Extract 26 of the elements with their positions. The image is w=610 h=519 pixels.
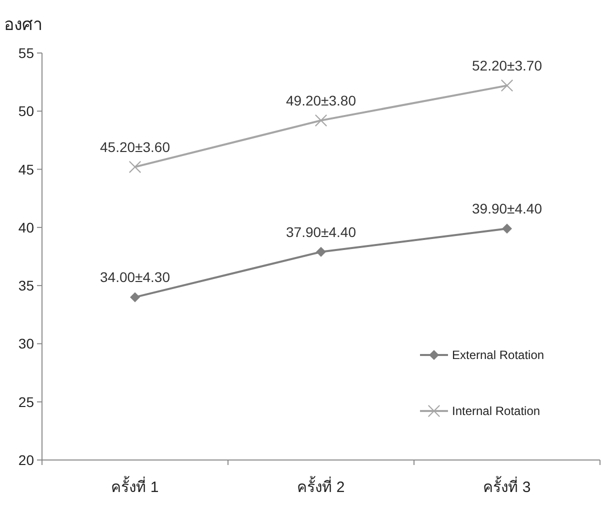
y-tick-label: 50 bbox=[18, 103, 34, 120]
point bbox=[315, 114, 327, 126]
y-tick-label: 45 bbox=[18, 161, 34, 178]
x-tick-label: ครั้งที่ 1 bbox=[111, 476, 159, 496]
data-label: 49.20±3.80 bbox=[286, 92, 356, 108]
data-label: 45.20±3.60 bbox=[100, 138, 170, 155]
y-tick-label: 35 bbox=[18, 278, 34, 294]
y-tick-label: 20 bbox=[18, 452, 34, 468]
x-tick-label: ครั้งที่ 3 bbox=[483, 476, 531, 496]
y-tick-label: 30 bbox=[18, 336, 34, 352]
y-tick-label: 55 bbox=[18, 45, 34, 61]
y-tick-label: 25 bbox=[18, 394, 34, 410]
point bbox=[501, 80, 513, 92]
data-label: 52.20±3.70 bbox=[472, 58, 542, 74]
data-label: 34.00±4.30 bbox=[100, 269, 170, 286]
point bbox=[316, 246, 326, 257]
data-label: 39.90±4.40 bbox=[472, 200, 542, 217]
data-label: 37.90±4.40 bbox=[286, 224, 356, 240]
legend-label: External Rotation bbox=[452, 348, 544, 362]
x-tick-label: ครั้งที่ 2 bbox=[297, 476, 345, 496]
point bbox=[502, 224, 512, 234]
point bbox=[129, 160, 141, 173]
legend-label: Internal Rotation bbox=[452, 404, 540, 418]
y-tick-label: 40 bbox=[18, 219, 34, 236]
point bbox=[130, 292, 140, 302]
y-axis-title: องศา bbox=[4, 15, 43, 34]
